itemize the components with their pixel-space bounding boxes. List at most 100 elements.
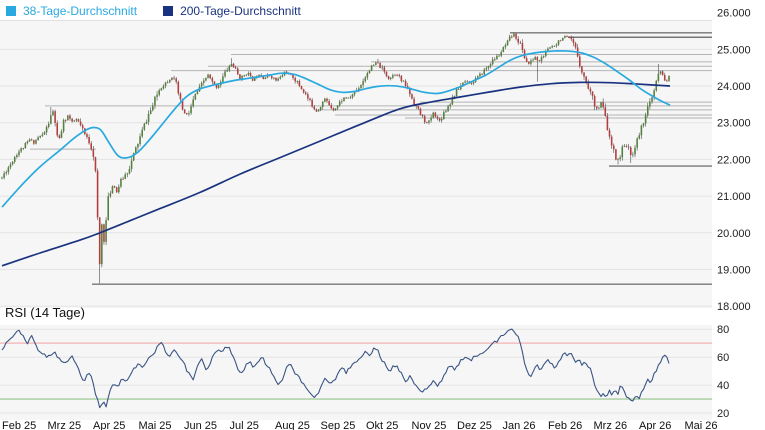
- candle-body: [353, 91, 356, 95]
- candle-body: [440, 119, 443, 121]
- candle-body: [534, 57, 536, 60]
- candle-body: [341, 101, 343, 102]
- candle-body: [37, 137, 39, 141]
- candle-body: [487, 66, 490, 69]
- candle-body: [75, 119, 78, 121]
- candle-body: [619, 157, 621, 160]
- candle-body: [334, 108, 337, 111]
- candle-body: [536, 57, 539, 61]
- candle-body: [381, 67, 384, 69]
- ma200-legend-label: 200-Tage-Durchschnitt: [180, 4, 301, 18]
- candle-body: [311, 100, 313, 107]
- candle-body: [547, 48, 549, 52]
- candle-body: [69, 115, 71, 119]
- candle-body: [298, 81, 301, 87]
- candle-body: [224, 71, 226, 77]
- candle-body: [502, 47, 505, 53]
- candle-body: [506, 40, 509, 46]
- candle-body: [583, 72, 585, 77]
- ma38-swatch-icon: [6, 6, 16, 16]
- candle-body: [234, 67, 237, 69]
- candle-body: [20, 148, 22, 152]
- candle-body: [481, 73, 483, 75]
- ma200-swatch-icon: [163, 6, 174, 16]
- candle-body: [98, 217, 101, 265]
- candle-body: [370, 65, 373, 71]
- candle-body: [396, 74, 398, 76]
- candle-body: [589, 88, 592, 92]
- candle-body: [508, 36, 511, 41]
- candle-body: [451, 97, 454, 105]
- candle-body: [549, 47, 551, 49]
- candle-body: [532, 59, 534, 61]
- y-axis-label: 26.000: [717, 8, 751, 20]
- candle-body: [158, 90, 160, 95]
- candle-body: [249, 72, 252, 77]
- candle-body: [415, 105, 418, 107]
- candle-body: [86, 134, 88, 137]
- y-axis-label: 22.000: [717, 154, 751, 166]
- legend: 38-Tage-Durchschnitt 200-Tage-Durchschni…: [6, 3, 301, 19]
- candle-body: [67, 115, 69, 121]
- candle-body: [22, 148, 25, 149]
- candle-body: [595, 106, 598, 109]
- candle-body: [243, 75, 245, 77]
- candle-body: [646, 106, 649, 116]
- candle-body: [171, 77, 173, 81]
- candle-body: [149, 110, 152, 114]
- candle-body: [196, 91, 199, 94]
- candle-body: [162, 86, 165, 89]
- legend-item-ma200[interactable]: 200-Tage-Durchschnitt: [163, 4, 301, 18]
- candle-body: [186, 113, 188, 115]
- candle-body: [498, 55, 500, 57]
- candle-body: [217, 85, 220, 88]
- candle-body: [270, 76, 273, 79]
- candle-body: [561, 37, 564, 41]
- candle-body: [466, 81, 469, 83]
- candle-body: [593, 96, 596, 107]
- candle-body: [411, 94, 413, 99]
- candle-body: [317, 109, 320, 112]
- candle-body: [625, 145, 628, 147]
- candle-body: [313, 106, 316, 110]
- candle-body: [591, 91, 594, 97]
- candle-body: [453, 96, 456, 98]
- candle-body: [77, 119, 80, 122]
- candle-body: [432, 112, 435, 118]
- candle-body: [479, 73, 481, 77]
- x-axis-label: Aug 25: [275, 420, 310, 430]
- candle-body: [39, 135, 42, 138]
- main-plot-area[interactable]: [0, 20, 712, 308]
- candle-body: [11, 161, 14, 165]
- candle-body: [392, 75, 394, 78]
- candle-body: [294, 77, 296, 82]
- candle-body: [321, 101, 324, 108]
- candle-body: [602, 102, 604, 108]
- candle-body: [358, 88, 360, 91]
- candle-body: [470, 83, 473, 85]
- rsi-plot-area[interactable]: [0, 325, 712, 420]
- candle-body: [324, 98, 326, 102]
- candle-body: [26, 141, 29, 144]
- candle-body: [336, 105, 339, 109]
- candle-body: [160, 88, 163, 91]
- candle-body: [62, 119, 65, 132]
- candle-body: [585, 76, 587, 84]
- candle-body: [215, 84, 218, 88]
- candle-body: [124, 174, 127, 179]
- candle-body: [559, 40, 562, 42]
- legend-item-ma38[interactable]: 38-Tage-Durchschnitt: [6, 4, 137, 18]
- candle-body: [56, 122, 59, 136]
- candle-body: [122, 178, 124, 180]
- candle-body: [1, 177, 3, 179]
- rsi-axis-label: 20: [717, 408, 729, 420]
- candle-body: [330, 105, 333, 109]
- candle-body: [192, 99, 194, 107]
- x-axis-label: Dez 25: [457, 420, 492, 430]
- candle-body: [574, 42, 577, 48]
- rsi-panel-title: RSI (14 Tage): [5, 305, 85, 320]
- candle-body: [525, 58, 528, 62]
- candle-body: [188, 113, 190, 115]
